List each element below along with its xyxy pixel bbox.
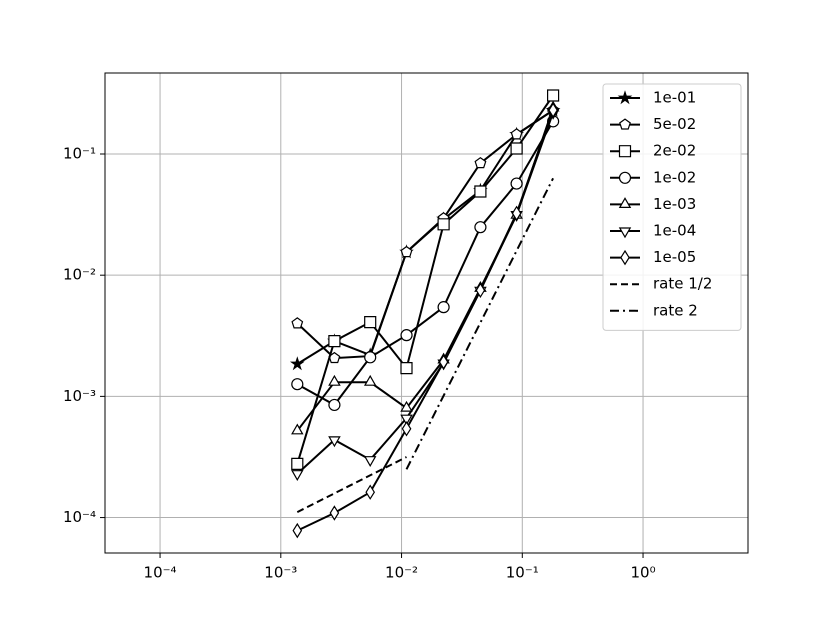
marker <box>363 456 377 468</box>
legend-label: 1e-05 <box>653 248 696 266</box>
marker <box>401 421 412 437</box>
legend-label: 1e-01 <box>653 89 696 107</box>
marker <box>618 145 632 158</box>
marker <box>437 218 450 231</box>
marker <box>329 505 340 521</box>
marker <box>328 398 341 412</box>
legend-label: 1e-04 <box>653 222 696 240</box>
legend-label: rate 1/2 <box>653 275 712 293</box>
marker <box>618 171 632 184</box>
y-tick-label: 10⁻¹ <box>63 144 96 162</box>
legend: 1e-01 5e-02 2e-02 1e-02 1e-03 1e-04 1e-05 rate … <box>602 83 742 331</box>
marker <box>617 90 633 105</box>
marker <box>364 316 377 329</box>
marker <box>363 374 377 386</box>
marker <box>291 457 304 470</box>
x-tick-label: 10⁻² <box>385 564 418 582</box>
marker <box>510 142 523 155</box>
marker <box>510 177 523 190</box>
x-tick-label: 10⁻³ <box>264 564 297 582</box>
legend-label: rate 2 <box>653 301 698 319</box>
marker <box>548 102 558 118</box>
legend-label: 2e-02 <box>653 142 696 160</box>
marker <box>291 423 304 435</box>
marker <box>291 470 304 482</box>
marker <box>400 400 413 412</box>
marker <box>620 249 630 266</box>
marker <box>475 282 486 299</box>
series-line <box>296 109 555 532</box>
marker <box>474 156 487 169</box>
legend-label: 1e-02 <box>653 168 696 186</box>
y-tick-label: 10⁻⁴ <box>63 508 96 526</box>
marker <box>510 128 523 140</box>
legend-label: 5e-02 <box>653 115 696 133</box>
legend-label: 1e-03 <box>653 195 696 213</box>
marker <box>365 484 376 500</box>
marker <box>474 221 487 234</box>
marker <box>511 205 522 222</box>
series-line <box>296 109 554 360</box>
marker <box>289 356 305 371</box>
series-line <box>296 120 554 407</box>
marker <box>292 522 303 539</box>
marker <box>400 329 413 342</box>
marker <box>618 197 632 208</box>
plot-frame <box>104 72 749 554</box>
marker <box>328 436 341 448</box>
marker <box>438 354 449 370</box>
marker <box>547 89 560 102</box>
marker <box>291 317 304 329</box>
legend-box <box>602 83 742 331</box>
marker <box>400 245 413 258</box>
marker <box>619 118 631 130</box>
x-tick-label: 10⁻¹ <box>506 564 539 582</box>
marker <box>400 414 413 426</box>
y-tick-label: 10⁻² <box>63 266 96 284</box>
marker <box>291 378 304 391</box>
y-tick-label: 10⁻³ <box>63 387 96 405</box>
series-line <box>296 456 407 513</box>
marker <box>364 351 377 364</box>
x-tick-label: 10⁻⁴ <box>144 564 177 582</box>
marker <box>437 301 450 314</box>
x-tick-label: 10⁰ <box>630 564 655 582</box>
series-line <box>405 177 554 470</box>
marker <box>328 374 341 386</box>
marker <box>474 185 487 198</box>
marker <box>618 227 632 239</box>
marker <box>328 335 341 348</box>
marker <box>400 362 413 375</box>
